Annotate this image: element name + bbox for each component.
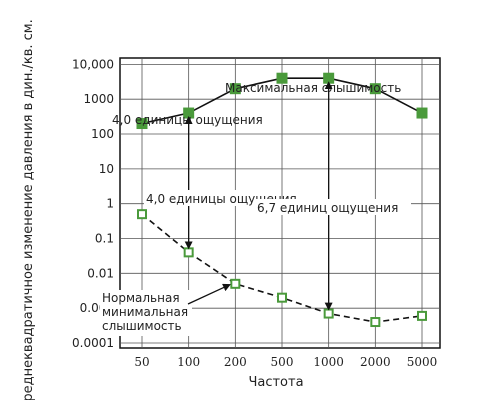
x-tick-label: 1000 — [313, 355, 344, 369]
annotation-label: 6,7 единиц ощущения — [257, 201, 398, 215]
x-tick-label: 100 — [177, 355, 200, 369]
annotation-label: минимальная — [102, 305, 188, 319]
x-tick-label: 2000 — [360, 355, 391, 369]
data-point — [230, 278, 241, 289]
data-point — [183, 247, 194, 258]
y-tick-label: 0.0001 — [72, 336, 114, 350]
y-tick-label: 10 — [99, 162, 114, 176]
annotation-label: слышимость — [102, 319, 182, 333]
y-tick-label: 1 — [106, 197, 114, 211]
annotation-label: 4,0 единицы ощущения — [112, 113, 263, 127]
data-point — [137, 209, 147, 220]
data-point — [369, 83, 381, 95]
data-point — [323, 308, 334, 319]
x-tick-label: 500 — [271, 355, 294, 369]
x-tick-label: 50 — [134, 355, 149, 369]
data-point — [417, 310, 427, 321]
y-tick-label: 100 — [91, 127, 114, 141]
x-tick-label: 5000 — [407, 355, 438, 369]
label-background — [144, 190, 276, 206]
data-point — [276, 72, 288, 84]
y-tick-label: 1000 — [83, 92, 114, 106]
label-background — [255, 199, 411, 215]
annotation-label: Максимальная слышимость — [225, 81, 401, 95]
y-tick-label: 10,000 — [72, 57, 114, 71]
x-tick-label: 200 — [224, 355, 247, 369]
y-tick-label: 0.01 — [87, 266, 114, 280]
annotations: Максимальная слышимость 4,0 единицы ощуще… — [100, 81, 411, 336]
x-axis-title: Частота — [248, 375, 303, 390]
y-axis-title: Среднеквадратичное изменение давления в … — [21, 19, 36, 400]
data-point — [416, 107, 428, 119]
data-point — [136, 118, 148, 130]
y-tick-label: 0.1 — [95, 232, 114, 246]
x-axis-ticks: 50 100 200 500 1000 2000 5000 — [134, 355, 437, 369]
data-point — [277, 292, 287, 303]
label-background — [100, 290, 192, 336]
pointer-arrow — [187, 283, 231, 305]
data-point — [229, 83, 241, 95]
data-point — [370, 317, 381, 328]
annotation-label: Нормальная — [102, 291, 180, 305]
